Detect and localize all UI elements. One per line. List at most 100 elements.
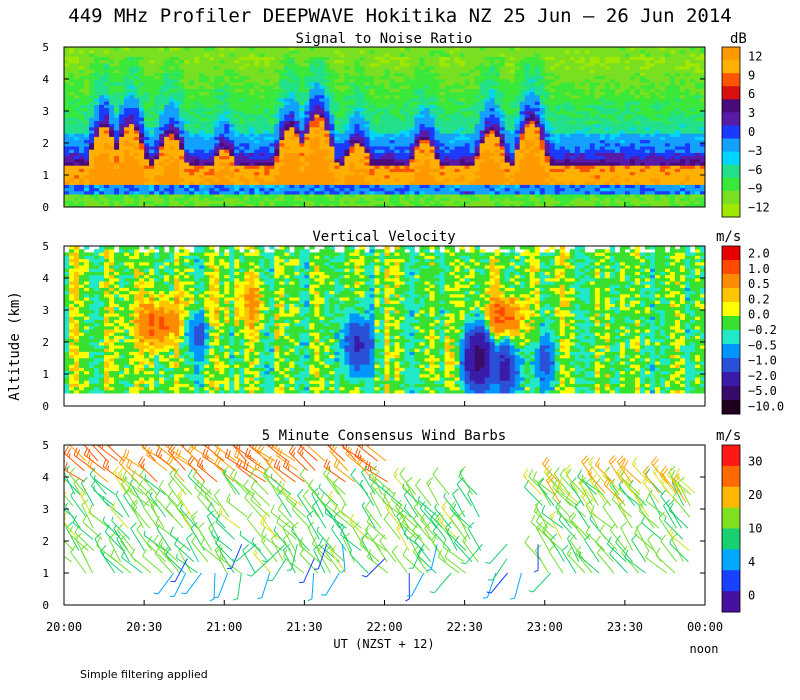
snr-cell bbox=[544, 133, 551, 137]
snr-cell bbox=[404, 139, 410, 144]
snr-cell bbox=[329, 101, 335, 105]
snr-cell bbox=[314, 130, 320, 134]
snr-cell bbox=[354, 197, 360, 201]
snr-cell bbox=[504, 91, 510, 96]
snr-cell bbox=[369, 98, 375, 102]
snr-cell bbox=[144, 181, 150, 185]
snr-cell bbox=[294, 91, 300, 96]
snr-cell bbox=[179, 149, 185, 153]
snr-cell bbox=[399, 72, 405, 77]
snr-cell bbox=[89, 133, 95, 137]
snr-cell bbox=[379, 197, 385, 201]
snr-cell bbox=[199, 95, 205, 99]
snr-cell bbox=[324, 203, 330, 207]
snr-cell bbox=[394, 171, 400, 176]
snr-cell bbox=[394, 98, 400, 102]
snr-cell bbox=[114, 95, 120, 99]
snr-cell bbox=[219, 117, 225, 121]
snr-cell bbox=[129, 123, 135, 128]
snr-cell bbox=[234, 117, 240, 121]
snr-cell bbox=[164, 56, 170, 61]
snr-cell bbox=[539, 127, 546, 131]
snr-cell bbox=[304, 159, 310, 163]
snr-cell bbox=[104, 75, 110, 80]
snr-cell bbox=[224, 50, 230, 54]
snr-cell bbox=[84, 82, 90, 86]
snr-cell bbox=[424, 191, 430, 195]
snr-cell bbox=[229, 91, 235, 96]
snr-cell bbox=[509, 88, 516, 93]
snr-cell bbox=[469, 130, 475, 134]
snr-cell bbox=[519, 47, 526, 51]
snr-cell bbox=[179, 181, 185, 185]
snr-cell bbox=[249, 168, 255, 173]
snr-cell bbox=[279, 184, 285, 189]
snr-cell bbox=[134, 159, 140, 163]
snr-cell bbox=[314, 82, 320, 86]
snr-cell bbox=[444, 159, 450, 163]
snr-cell bbox=[289, 155, 295, 160]
snr-cell bbox=[489, 181, 495, 185]
snr-cell bbox=[229, 56, 235, 61]
snr-cell bbox=[249, 114, 255, 118]
snr-cell bbox=[469, 63, 475, 67]
snr-cell bbox=[229, 85, 235, 89]
snr-cell bbox=[99, 136, 105, 141]
snr-cell bbox=[254, 56, 260, 61]
snr-cell bbox=[479, 53, 485, 57]
snr-cell bbox=[144, 114, 150, 118]
snr-cell bbox=[514, 47, 521, 51]
snr-cell bbox=[214, 50, 220, 54]
snr-cell bbox=[89, 175, 95, 179]
snr-cell bbox=[314, 85, 320, 89]
snr-cell bbox=[344, 95, 350, 99]
snr-cell bbox=[304, 178, 310, 182]
snr-cell bbox=[204, 111, 210, 115]
snr-cell bbox=[89, 152, 95, 157]
snr-cell bbox=[229, 82, 235, 86]
snr-cell bbox=[379, 149, 385, 153]
snr-cell bbox=[309, 47, 315, 51]
snr-cell bbox=[199, 168, 205, 173]
snr-cell bbox=[79, 120, 85, 125]
snr-cell bbox=[489, 50, 495, 54]
snr-cell bbox=[84, 114, 90, 118]
snr-cell bbox=[229, 168, 235, 173]
snr-cell bbox=[444, 155, 450, 160]
snr-cell bbox=[194, 66, 200, 70]
snr-cell bbox=[154, 53, 160, 57]
snr-cell bbox=[469, 152, 475, 157]
snr-cell bbox=[89, 203, 95, 207]
snr-cell bbox=[199, 175, 205, 179]
snr-cell bbox=[274, 117, 280, 121]
snr-cell bbox=[289, 72, 295, 77]
snr-cell bbox=[369, 91, 375, 96]
snr-cell bbox=[479, 75, 485, 80]
snr-cell bbox=[289, 63, 295, 67]
snr-cell bbox=[74, 175, 80, 179]
snr-cell bbox=[294, 47, 300, 51]
snr-cell bbox=[189, 117, 195, 121]
snr-cell bbox=[524, 63, 531, 67]
snr-cell bbox=[554, 59, 561, 64]
snr-cell bbox=[489, 101, 495, 105]
snr-cell bbox=[419, 120, 425, 125]
snr-cell bbox=[404, 149, 410, 153]
snr-cell bbox=[139, 200, 145, 205]
snr-cell bbox=[229, 152, 235, 157]
snr-cell bbox=[479, 72, 485, 77]
snr-cell bbox=[419, 200, 425, 205]
snr-cell bbox=[149, 130, 155, 134]
snr-cell bbox=[344, 191, 350, 195]
snr-cell bbox=[194, 91, 200, 96]
snr-cell bbox=[279, 47, 285, 51]
snr-cell bbox=[314, 47, 320, 51]
snr-cell bbox=[334, 187, 340, 192]
snr-cell bbox=[539, 187, 546, 192]
snr-cell bbox=[389, 98, 395, 102]
snr-cell bbox=[239, 53, 245, 57]
snr-cell bbox=[119, 63, 125, 67]
snr-cell bbox=[219, 165, 225, 169]
snr-cell bbox=[284, 194, 290, 198]
snr-cell bbox=[389, 181, 395, 185]
